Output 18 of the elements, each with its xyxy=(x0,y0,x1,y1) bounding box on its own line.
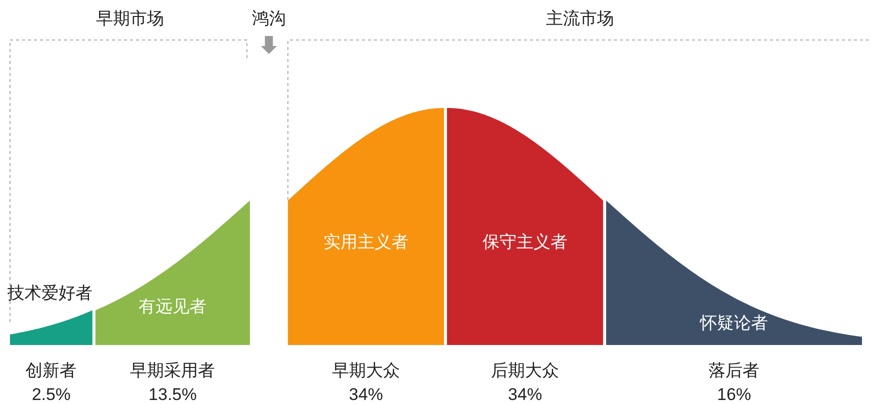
text: 主流市场 xyxy=(546,9,614,28)
data-label: 34% xyxy=(348,385,383,404)
data-label: 13.5% xyxy=(148,385,197,404)
text: 鸿沟 xyxy=(252,9,286,28)
text: 实用主义者 xyxy=(323,232,408,252)
text: 怀疑论者 xyxy=(700,313,768,332)
text: 保守主义者 xyxy=(482,232,568,252)
category-label: 后期大众 xyxy=(491,361,560,380)
text: 早期市场 xyxy=(96,9,164,28)
text: 技术爱好者 xyxy=(7,283,92,302)
category-label: 早期采用者 xyxy=(130,361,216,380)
category-label: 早期大众 xyxy=(332,361,400,380)
category-label: 落后者 xyxy=(708,361,760,380)
data-label: 16% xyxy=(717,385,752,404)
text: 有远见者 xyxy=(138,297,207,316)
data-label: 2.5% xyxy=(32,385,71,404)
data-label: 34% xyxy=(508,385,542,404)
category-label: 创新者 xyxy=(26,361,77,380)
